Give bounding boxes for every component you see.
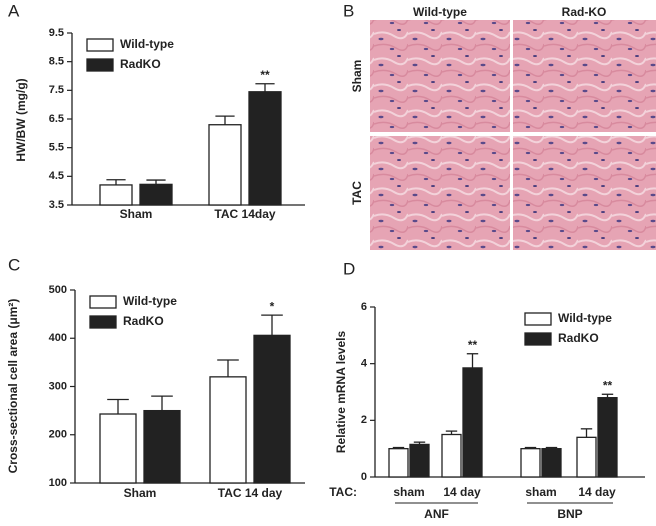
legend-label: RadKO [120, 57, 161, 71]
y-tick-label: 2 [361, 414, 367, 426]
legend-swatch [86, 58, 114, 72]
x-tick-label: Sham [120, 207, 153, 221]
y-tick-label: 500 [49, 284, 67, 296]
bar [209, 376, 247, 484]
x-tick-label: 14 day [443, 485, 481, 499]
y-tick-label: 8.5 [49, 56, 64, 68]
panel-letter: C [8, 255, 20, 274]
panel-letter: D [343, 259, 355, 278]
y-tick-label: 100 [49, 477, 67, 489]
image-ko-sham [513, 20, 656, 132]
panel-letter: A [8, 1, 20, 20]
image-ko-tac [513, 136, 656, 250]
bar [248, 91, 282, 206]
bar [409, 443, 430, 478]
column-label: Rad-KO [562, 5, 607, 19]
y-tick-label: 6.5 [49, 113, 64, 125]
legend-label: Wild-type [123, 294, 177, 308]
legend-label: Wild-type [558, 311, 612, 325]
y-tick-label: 4.5 [49, 170, 64, 182]
x-axis-label: TAC: [329, 485, 357, 499]
x-tick-label: TAC 14 day [218, 486, 283, 500]
y-tick-label: 400 [49, 332, 67, 344]
x-tick-label: TAC 14day [214, 207, 275, 221]
bar [520, 448, 541, 478]
significance-label: ** [260, 68, 270, 82]
significance-label: ** [603, 378, 613, 392]
image-wt-tac [370, 136, 510, 250]
y-axis-label: HW/BW (mg/g) [14, 78, 28, 161]
bar [139, 183, 173, 206]
legend-label: RadKO [123, 314, 164, 328]
x-tick-label: sham [525, 485, 556, 499]
bar [541, 448, 562, 478]
y-tick-label: 4 [361, 358, 368, 370]
bar [388, 448, 409, 478]
row-label: Sham [350, 60, 364, 93]
y-tick-label: 6 [361, 301, 367, 313]
x-tick-label: sham [393, 485, 424, 499]
legend-swatch [524, 312, 552, 326]
significance-label: * [270, 299, 275, 313]
group-label: BNP [557, 507, 582, 521]
bar [99, 413, 137, 484]
image-wt-sham [370, 20, 510, 132]
y-axis-label: Cross-sectional cell area (μm²) [6, 299, 20, 474]
y-tick-label: 300 [49, 380, 67, 392]
bar [462, 367, 483, 478]
legend-swatch [86, 38, 114, 52]
y-tick-label: 3.5 [49, 199, 64, 211]
bar [576, 436, 597, 478]
legend-swatch [524, 332, 552, 346]
x-tick-label: 14 day [578, 485, 616, 499]
y-tick-label: 7.5 [49, 84, 64, 96]
column-label: Wild-type [413, 5, 467, 19]
row-label: TAC [350, 181, 364, 205]
histology-panel: B Wild-type Rad-KO Sham TAC [343, 1, 656, 250]
y-tick-label: 200 [49, 429, 67, 441]
bar [99, 184, 133, 206]
y-axis-label: Relative mRNA levels [334, 331, 348, 454]
y-tick-label: 5.5 [49, 142, 64, 154]
panel-letter: B [343, 1, 354, 20]
x-tick-label: Sham [124, 486, 157, 500]
legend-swatch [89, 295, 117, 309]
legend-label: RadKO [558, 331, 599, 345]
bar [597, 397, 618, 478]
significance-label: ** [468, 338, 478, 352]
bar [208, 124, 242, 206]
bar [441, 433, 462, 478]
legend-swatch [89, 315, 117, 329]
y-tick-label: 9.5 [49, 27, 64, 39]
legend-label: Wild-type [120, 37, 174, 51]
bar [143, 409, 181, 484]
y-tick-label: 0 [361, 471, 367, 483]
bar [253, 334, 291, 484]
group-label: ANF [424, 507, 449, 521]
